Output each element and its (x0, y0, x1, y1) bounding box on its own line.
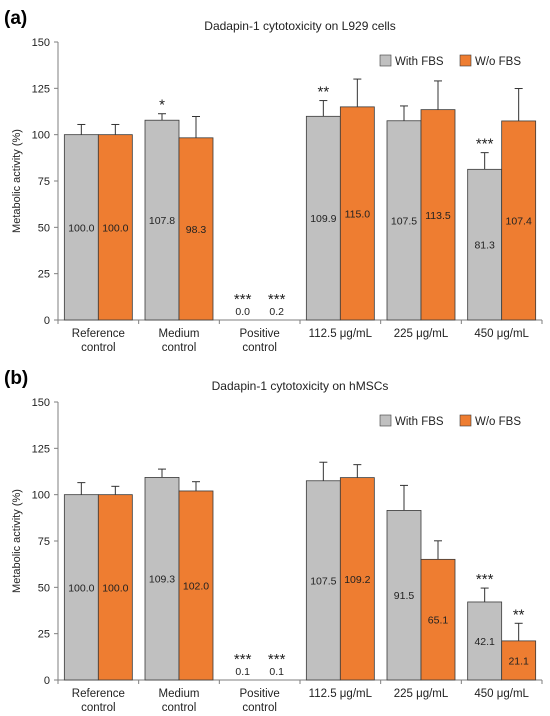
significance-marker: ** (513, 606, 525, 623)
data-label: 65.1 (428, 615, 449, 627)
y-tick-label: 75 (38, 176, 50, 188)
y-tick-label: 100 (32, 490, 50, 502)
bar (420, 109, 456, 321)
data-label: 0.1 (269, 666, 284, 678)
panel-label: (a) (4, 8, 27, 29)
bar (178, 137, 214, 321)
data-label: 0.1 (235, 666, 250, 678)
legend-swatch (379, 54, 392, 67)
y-tick-label: 100 (32, 130, 50, 142)
data-label: 107.4 (506, 215, 532, 227)
bar (305, 480, 341, 681)
bar (339, 106, 375, 321)
significance-marker: *** (268, 291, 286, 308)
x-category-label: control (242, 702, 277, 714)
y-tick-label: 150 (32, 37, 50, 49)
bar (339, 477, 375, 681)
x-category-label: Reference (72, 328, 125, 340)
significance-marker: *** (234, 651, 252, 668)
data-label: 42.1 (474, 636, 495, 648)
x-category-label: 225 μg/mL (394, 688, 449, 700)
data-label: 107.5 (391, 215, 417, 227)
y-tick-label: 75 (38, 536, 50, 548)
data-label: 100.0 (68, 222, 94, 234)
data-label: 21.1 (508, 655, 529, 667)
chart-panel-1: (a) Dadapin-1 cytotoxicity on L929 cells M… (4, 8, 543, 354)
x-category-label: 112.5 μg/mL (309, 688, 373, 700)
y-tick-label: 25 (38, 629, 50, 641)
y-axis-label: Metabolic activity (%) (11, 129, 23, 233)
data-label: 115.0 (345, 208, 371, 220)
significance-marker: *** (268, 651, 286, 668)
bar (501, 120, 537, 321)
panel-label: (b) (4, 368, 28, 389)
legend-entry: With FBS (395, 56, 444, 68)
legend-entry: W/o FBS (475, 56, 521, 68)
data-label: 0.0 (235, 306, 250, 318)
bar (63, 494, 99, 681)
data-label: 109.3 (149, 574, 175, 586)
x-category-label: 225 μg/mL (394, 328, 449, 340)
x-category-label: control (242, 342, 277, 354)
data-label: 91.5 (394, 590, 415, 602)
data-label: 0.2 (269, 306, 284, 318)
legend-entry: With FBS (395, 416, 444, 428)
significance-marker: *** (476, 136, 494, 153)
y-tick-label: 125 (32, 83, 50, 95)
x-category-label: 450 μg/mL (474, 688, 529, 700)
data-label: 107.5 (310, 575, 336, 587)
chart-title: Dadapin-1 cytotoxicity on hMSCs (212, 379, 389, 393)
significance-marker: *** (234, 291, 252, 308)
y-tick-label: 25 (38, 269, 50, 281)
data-label: 98.3 (186, 224, 207, 236)
y-tick-label: 0 (44, 675, 50, 687)
y-axis-label: Metabolic activity (%) (11, 489, 23, 593)
data-label: 109.9 (310, 213, 336, 225)
data-label: 100.0 (102, 222, 128, 234)
y-tick-label: 150 (32, 397, 50, 409)
x-category-label: 450 μg/mL (474, 328, 529, 340)
data-label: 109.2 (344, 574, 370, 586)
legend-swatch (459, 414, 472, 427)
significance-marker: ** (317, 84, 329, 101)
x-category-label: Positive (240, 328, 280, 340)
y-tick-label: 0 (44, 315, 50, 327)
x-category-label: Reference (72, 688, 125, 700)
bar (305, 115, 341, 321)
significance-marker: * (159, 97, 165, 114)
bar (386, 120, 422, 321)
x-category-label: Positive (240, 688, 280, 700)
bar (63, 134, 99, 321)
y-tick-label: 125 (32, 443, 50, 455)
bar (97, 494, 133, 681)
data-label: 100.0 (102, 582, 128, 594)
bar (501, 640, 537, 681)
x-category-label: control (81, 702, 116, 714)
x-category-label: control (81, 342, 116, 354)
data-label: 113.5 (425, 210, 451, 222)
x-category-label: control (162, 342, 197, 354)
y-tick-label: 50 (38, 222, 50, 234)
data-label: 100.0 (68, 582, 94, 594)
data-label: 81.3 (474, 240, 495, 252)
chart-panel-2: (b) Dadapin-1 cytotoxicity on hMSCs Metabo… (4, 368, 543, 714)
x-category-label: Medium (159, 688, 200, 700)
data-label: 107.8 (149, 215, 175, 227)
x-category-label: control (162, 702, 197, 714)
bar (97, 134, 133, 321)
x-category-label: Medium (159, 328, 200, 340)
x-category-label: 112.5 μg/mL (309, 328, 373, 340)
data-label: 102.0 (183, 580, 209, 592)
legend-swatch (379, 414, 392, 427)
legend-swatch (459, 54, 472, 67)
significance-marker: *** (476, 571, 494, 588)
chart-title: Dadapin-1 cytotoxicity on L929 cells (204, 19, 395, 33)
y-tick-label: 50 (38, 582, 50, 594)
legend-entry: W/o FBS (475, 416, 521, 428)
